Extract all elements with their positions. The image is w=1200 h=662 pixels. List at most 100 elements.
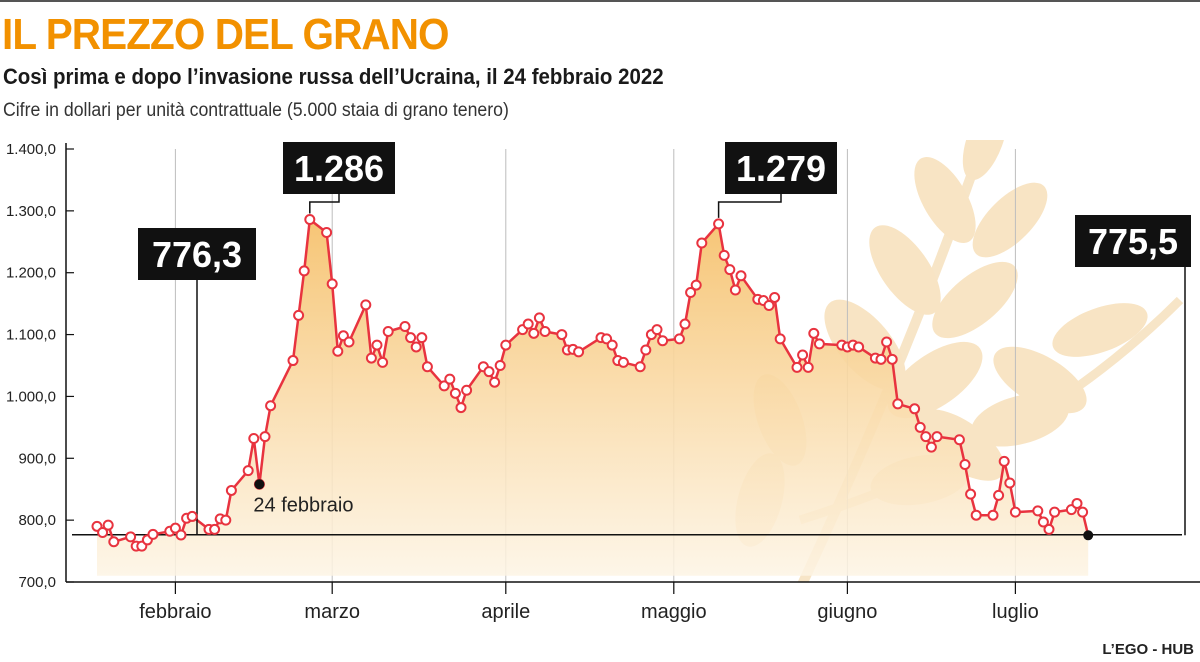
price-area <box>97 219 1089 576</box>
data-point <box>500 339 512 351</box>
data-point <box>909 403 921 415</box>
data-point <box>298 265 310 277</box>
data-point <box>304 214 316 226</box>
chart-subtitle: Così prima e dopo l’invasione russa dell… <box>3 64 664 89</box>
y-tick-label: 900,0 <box>18 450 56 467</box>
x-month-label: maggio <box>641 601 707 623</box>
data-point <box>371 339 383 351</box>
data-point <box>225 484 237 496</box>
data-point <box>489 376 501 388</box>
x-month-label: giugno <box>817 601 877 623</box>
data-point <box>125 531 137 543</box>
callout-value: 775,5 <box>1088 221 1178 262</box>
data-point <box>651 324 663 336</box>
data-point <box>987 509 999 521</box>
data-point <box>797 349 809 361</box>
data-point <box>248 432 260 444</box>
data-point <box>959 458 971 470</box>
y-tick-label: 1.200,0 <box>6 265 56 282</box>
data-point <box>332 345 344 357</box>
callout-box <box>1075 215 1191 267</box>
data-point <box>1004 477 1016 489</box>
data-point-final <box>1083 530 1094 541</box>
data-point <box>528 327 540 339</box>
annotations: 24 febbraio <box>253 479 353 516</box>
x-month-label: febbraio <box>139 601 211 623</box>
data-point <box>494 360 506 371</box>
data-point <box>1032 505 1044 517</box>
data-point <box>953 434 965 446</box>
data-point <box>696 237 708 249</box>
data-point <box>360 299 372 311</box>
data-point <box>875 353 887 365</box>
y-tick-label: 1.000,0 <box>6 388 56 405</box>
data-point <box>421 361 433 373</box>
data-point <box>175 529 187 541</box>
data-point <box>774 333 786 345</box>
y-tick-label: 1.300,0 <box>6 203 56 220</box>
data-point <box>209 523 221 535</box>
data-point <box>617 356 629 368</box>
data-point <box>343 336 355 348</box>
data-point <box>970 509 982 521</box>
data-point <box>931 431 943 443</box>
callout-leaders <box>196 194 1186 536</box>
data-point <box>573 346 585 358</box>
data-point <box>169 522 181 534</box>
data-point <box>483 366 495 378</box>
data-point <box>186 510 198 522</box>
data-point <box>438 380 450 392</box>
x-month-label: aprile <box>481 601 530 623</box>
data-point <box>147 528 159 540</box>
data-point <box>763 299 775 311</box>
chart-title: IL PREZZO DEL GRANO <box>2 10 450 59</box>
data-point <box>965 488 977 500</box>
data-point <box>449 387 461 399</box>
callout-leader <box>309 194 340 214</box>
data-point <box>713 218 725 230</box>
chart-units-note: Cifre in dollari per unità contrattuale … <box>3 100 509 121</box>
data-point <box>718 249 730 261</box>
data-point <box>1077 506 1089 518</box>
source-credit: L’EGO - HUB <box>1102 641 1194 658</box>
data-point <box>853 341 865 353</box>
data-point <box>382 325 394 337</box>
data-point <box>914 421 926 433</box>
data-point <box>690 279 702 291</box>
data-point <box>97 527 109 539</box>
data-point <box>673 333 685 345</box>
data-point <box>791 361 803 373</box>
data-point <box>220 514 232 526</box>
data-point <box>444 373 456 385</box>
data-point <box>920 431 932 443</box>
value-callouts: 776,3 1.286 1.279 775,5 <box>138 142 1191 280</box>
data-point <box>808 327 820 339</box>
data-point <box>998 455 1010 467</box>
data-point <box>892 398 904 410</box>
data-point <box>729 284 741 296</box>
data-point <box>265 400 277 412</box>
x-month-label: marzo <box>304 601 360 623</box>
data-point <box>802 361 814 373</box>
callout-leader <box>717 194 782 218</box>
data-point <box>326 278 338 290</box>
callout-box <box>725 142 837 194</box>
y-tick-label: 1.100,0 <box>6 327 56 344</box>
data-point <box>640 344 652 356</box>
top-rule <box>0 0 1200 2</box>
data-point <box>993 489 1005 501</box>
data-point <box>259 431 271 443</box>
data-point <box>556 329 568 341</box>
data-point <box>634 361 646 373</box>
data-point <box>416 332 428 344</box>
data-point <box>287 355 299 367</box>
data-point <box>881 336 893 348</box>
data-point <box>539 325 551 337</box>
y-axis: 700,0 800,0 900,0 1.000,0 1.100,0 1.200,0 1.30… <box>6 141 74 591</box>
data-point <box>410 341 422 353</box>
data-point <box>1043 523 1055 535</box>
data-point <box>735 270 747 282</box>
data-point <box>405 332 417 344</box>
callout-value: 1.279 <box>736 148 826 189</box>
data-point <box>102 519 114 531</box>
